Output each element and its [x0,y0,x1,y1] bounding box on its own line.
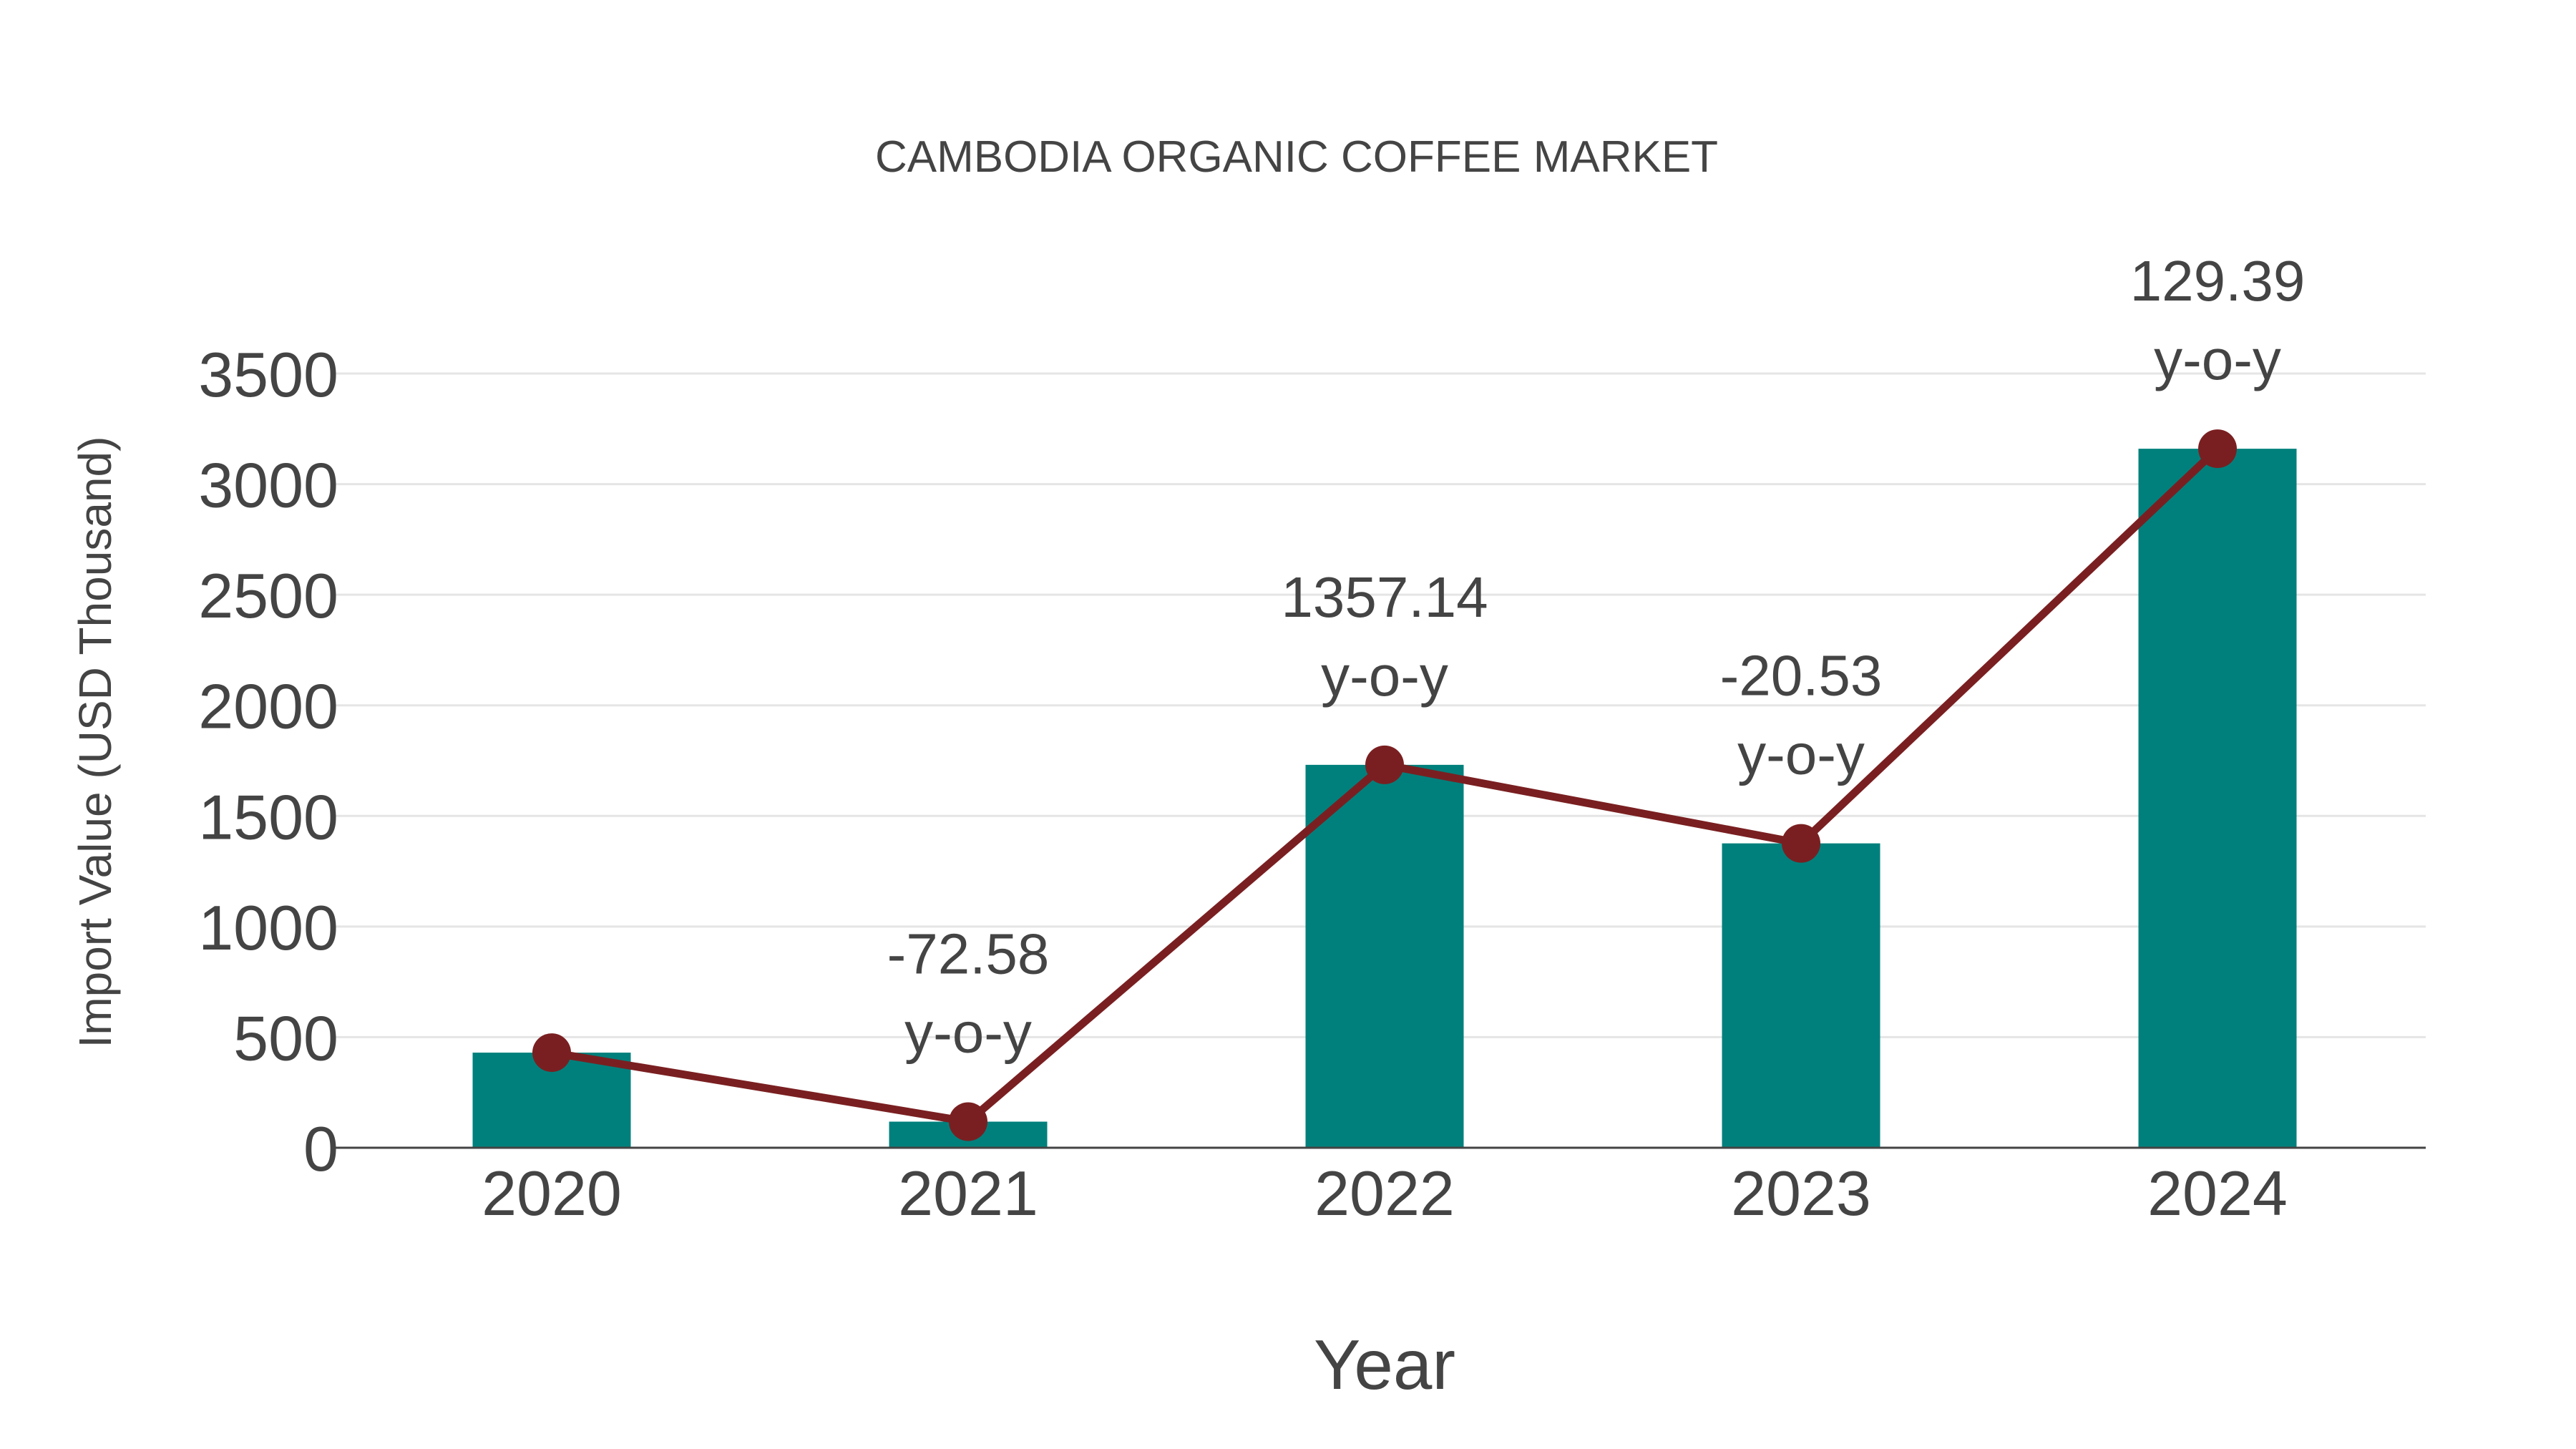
bar-2023 [1722,843,1880,1148]
annotation-value: -72.58 [887,922,1050,986]
marker-2020 [532,1033,571,1073]
x-tick-label: 2023 [1731,1158,1871,1229]
annotation-value: 1357.14 [1281,565,1488,629]
x-axis-title: Year [1314,1325,1455,1404]
y-tick-label: 2000 [198,671,338,742]
chart-title: CAMBODIA ORGANIC COFFEE MARKET [875,132,1718,182]
bar-2022 [1305,764,1464,1148]
bar-2024 [2138,449,2297,1148]
marker-2021 [949,1102,987,1141]
trend-line [532,429,2237,1141]
annotation-suffix: y-o-y [1737,723,1865,786]
y-tick-label: 0 [303,1113,338,1184]
y-tick-label: 3000 [198,450,338,521]
bars [472,449,2297,1148]
y-tick-label: 2500 [198,560,338,631]
annotation-value: -20.53 [1720,644,1883,708]
annotation-2023: -20.53 y-o-y [1720,644,1883,786]
y-tick-label: 1500 [198,781,338,852]
marker-2024 [2198,429,2237,469]
y-axis-title: Import Value (USD Thousand) [69,436,121,1048]
y-axis-ticks: 0 500 1000 1500 2000 2500 3000 3500 [198,339,338,1184]
annotation-value: 129.39 [2130,249,2306,313]
x-tick-label: 2024 [2147,1158,2288,1229]
x-axis-ticks: 2020 2021 2022 2023 2024 [482,1158,2288,1229]
x-tick-label: 2022 [1314,1158,1455,1229]
annotation-suffix: y-o-y [1321,644,1448,708]
annotation-2024: 129.39 y-o-y [2130,249,2306,391]
marker-2023 [1782,824,1820,863]
annotation-2022: 1357.14 y-o-y [1281,565,1488,708]
x-tick-label: 2021 [898,1158,1038,1229]
x-tick-label: 2020 [482,1158,622,1229]
marker-2022 [1365,745,1404,784]
y-tick-label: 1000 [198,892,338,963]
annotation-2021: -72.58 y-o-y [887,922,1050,1065]
y-tick-label: 500 [233,1002,338,1073]
annotation-suffix: y-o-y [2154,328,2281,391]
annotation-suffix: y-o-y [904,1001,1032,1065]
y-tick-label: 3500 [198,339,338,410]
